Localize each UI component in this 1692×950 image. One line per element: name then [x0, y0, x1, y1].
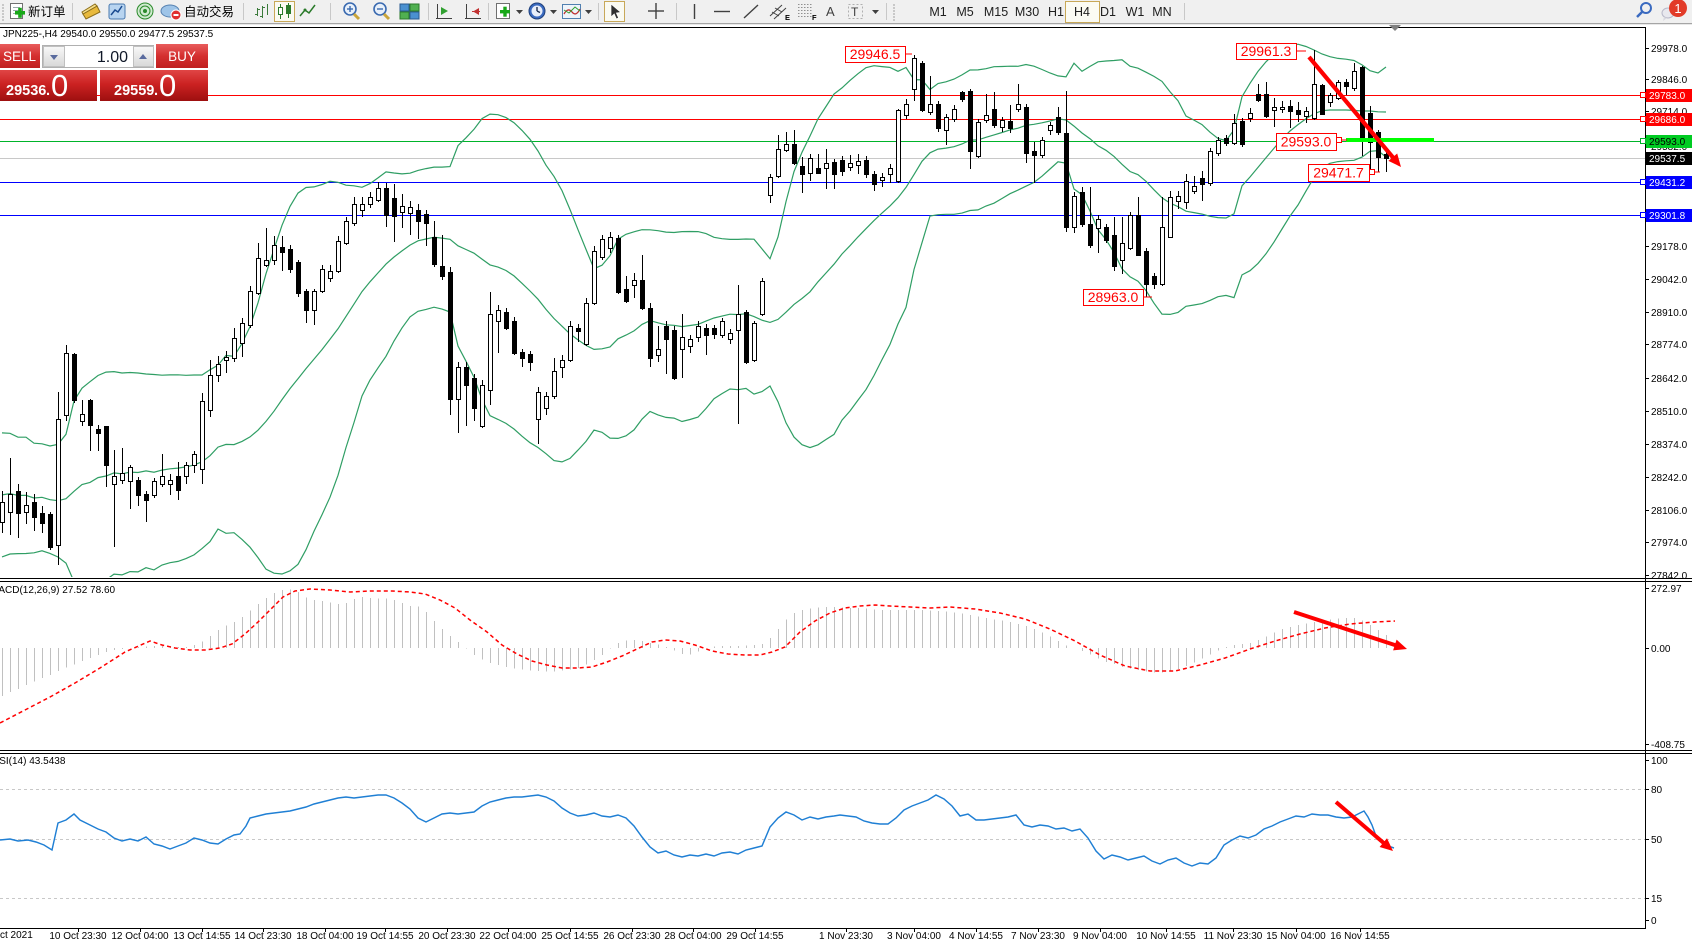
svg-text:1: 1	[1674, 1, 1681, 16]
svg-text:22 Oct 04:00: 22 Oct 04:00	[479, 931, 537, 942]
svg-text:29536: 29536	[6, 83, 46, 99]
svg-text:18 Oct 04:00: 18 Oct 04:00	[296, 931, 354, 942]
svg-text:T: T	[851, 5, 859, 19]
svg-text:28774.0: 28774.0	[1651, 340, 1688, 351]
svg-text:29 Oct 14:55: 29 Oct 14:55	[726, 931, 784, 942]
svg-text:M15: M15	[984, 5, 1008, 19]
svg-text:27842.0: 27842.0	[1651, 571, 1688, 582]
svg-text:E: E	[785, 13, 790, 22]
svg-text:0: 0	[1651, 916, 1657, 927]
svg-text:11 Nov 23:30: 11 Nov 23:30	[1204, 931, 1263, 942]
svg-text:10 Nov 14:55: 10 Nov 14:55	[1136, 931, 1196, 942]
svg-text:SELL: SELL	[3, 49, 37, 64]
svg-text:15 Nov 04:00: 15 Nov 04:00	[1266, 931, 1326, 942]
svg-text:JPN225-,H4 29540.0 29550.0 29: JPN225-,H4 29540.0 29550.0 29477.5 29537…	[3, 29, 214, 40]
svg-text:50: 50	[1651, 835, 1663, 846]
svg-text:D1: D1	[1100, 5, 1116, 19]
svg-text:16 Nov 14:55: 16 Nov 14:55	[1330, 931, 1390, 942]
svg-text:0.00: 0.00	[1651, 644, 1671, 655]
svg-text:9 Nov 04:00: 9 Nov 04:00	[1073, 931, 1127, 942]
svg-text:15: 15	[1651, 894, 1663, 905]
svg-text:新订单: 新订单	[28, 4, 66, 19]
svg-text:29714.0: 29714.0	[1651, 107, 1688, 118]
svg-text:M5: M5	[956, 5, 973, 19]
svg-text:29846.0: 29846.0	[1651, 75, 1688, 86]
svg-text:29593.0: 29593.0	[1281, 134, 1332, 150]
svg-text:29593.0: 29593.0	[1649, 137, 1686, 148]
svg-text:13 Oct 14:55: 13 Oct 14:55	[173, 931, 231, 942]
svg-text:3 Nov 04:00: 3 Nov 04:00	[887, 931, 941, 942]
svg-text:28374.0: 28374.0	[1651, 440, 1688, 451]
svg-text:F: F	[812, 13, 817, 22]
svg-text:100: 100	[1651, 756, 1668, 767]
svg-text:29431.2: 29431.2	[1649, 178, 1686, 189]
svg-text:.: .	[46, 83, 50, 99]
svg-text:272.97: 272.97	[1651, 584, 1682, 595]
svg-text:28910.0: 28910.0	[1651, 308, 1688, 319]
svg-text:RSI(14) 43.5438: RSI(14) 43.5438	[0, 756, 66, 767]
svg-text:28242.0: 28242.0	[1651, 473, 1688, 484]
svg-text:-408.75: -408.75	[1651, 740, 1685, 751]
svg-text:80: 80	[1651, 785, 1663, 796]
svg-text:MN: MN	[1152, 5, 1171, 19]
svg-text:20 Oct 23:30: 20 Oct 23:30	[418, 931, 476, 942]
svg-text:25 Oct 14:55: 25 Oct 14:55	[541, 931, 599, 942]
svg-text:10 Oct 23:30: 10 Oct 23:30	[49, 931, 107, 942]
svg-text:W1: W1	[1126, 5, 1145, 19]
svg-text:1.00: 1.00	[97, 49, 128, 66]
svg-text:MACD(12,26,9) 27.52 78.60: MACD(12,26,9) 27.52 78.60	[0, 585, 116, 596]
svg-text:.: .	[154, 83, 158, 99]
svg-text:7 Nov 23:30: 7 Nov 23:30	[1011, 931, 1065, 942]
svg-text:M1: M1	[929, 5, 946, 19]
svg-text:28642.0: 28642.0	[1651, 374, 1688, 385]
svg-text:28963.0: 28963.0	[1088, 289, 1139, 305]
svg-text:29537.5: 29537.5	[1649, 154, 1686, 165]
svg-text:0: 0	[159, 68, 176, 103]
svg-text:29178.0: 29178.0	[1651, 242, 1688, 253]
svg-text:29042.0: 29042.0	[1651, 275, 1688, 286]
svg-text:自动交易: 自动交易	[184, 4, 234, 19]
svg-text:12 Oct 04:00: 12 Oct 04:00	[111, 931, 169, 942]
svg-text:19 Oct 14:55: 19 Oct 14:55	[356, 931, 414, 942]
svg-text:29301.8: 29301.8	[1649, 211, 1686, 222]
svg-text:H4: H4	[1074, 5, 1090, 19]
svg-text:29946.5: 29946.5	[850, 46, 901, 62]
svg-text:26 Oct 23:30: 26 Oct 23:30	[603, 931, 661, 942]
svg-text:29978.0: 29978.0	[1651, 44, 1688, 55]
svg-text:29783.0: 29783.0	[1649, 91, 1686, 102]
svg-text:29961.3: 29961.3	[1241, 43, 1292, 59]
svg-text:27974.0: 27974.0	[1651, 538, 1688, 549]
svg-text:29471.7: 29471.7	[1313, 165, 1364, 181]
svg-text:29686.0: 29686.0	[1649, 115, 1686, 126]
svg-text:28 Oct 04:00: 28 Oct 04:00	[664, 931, 722, 942]
svg-text:1 Nov 23:30: 1 Nov 23:30	[819, 931, 873, 942]
svg-text:28106.0: 28106.0	[1651, 506, 1688, 517]
svg-text:14 Oct 23:30: 14 Oct 23:30	[234, 931, 292, 942]
svg-text:ct 2021: ct 2021	[0, 930, 33, 941]
svg-text:A: A	[826, 4, 835, 19]
svg-text:28510.0: 28510.0	[1651, 407, 1688, 418]
svg-text:H1: H1	[1048, 5, 1064, 19]
svg-text:M30: M30	[1015, 5, 1039, 19]
svg-text:29559: 29559	[114, 83, 154, 99]
svg-text:BUY: BUY	[168, 49, 196, 64]
svg-text:4 Nov 14:55: 4 Nov 14:55	[949, 931, 1003, 942]
svg-text:0: 0	[51, 68, 68, 103]
